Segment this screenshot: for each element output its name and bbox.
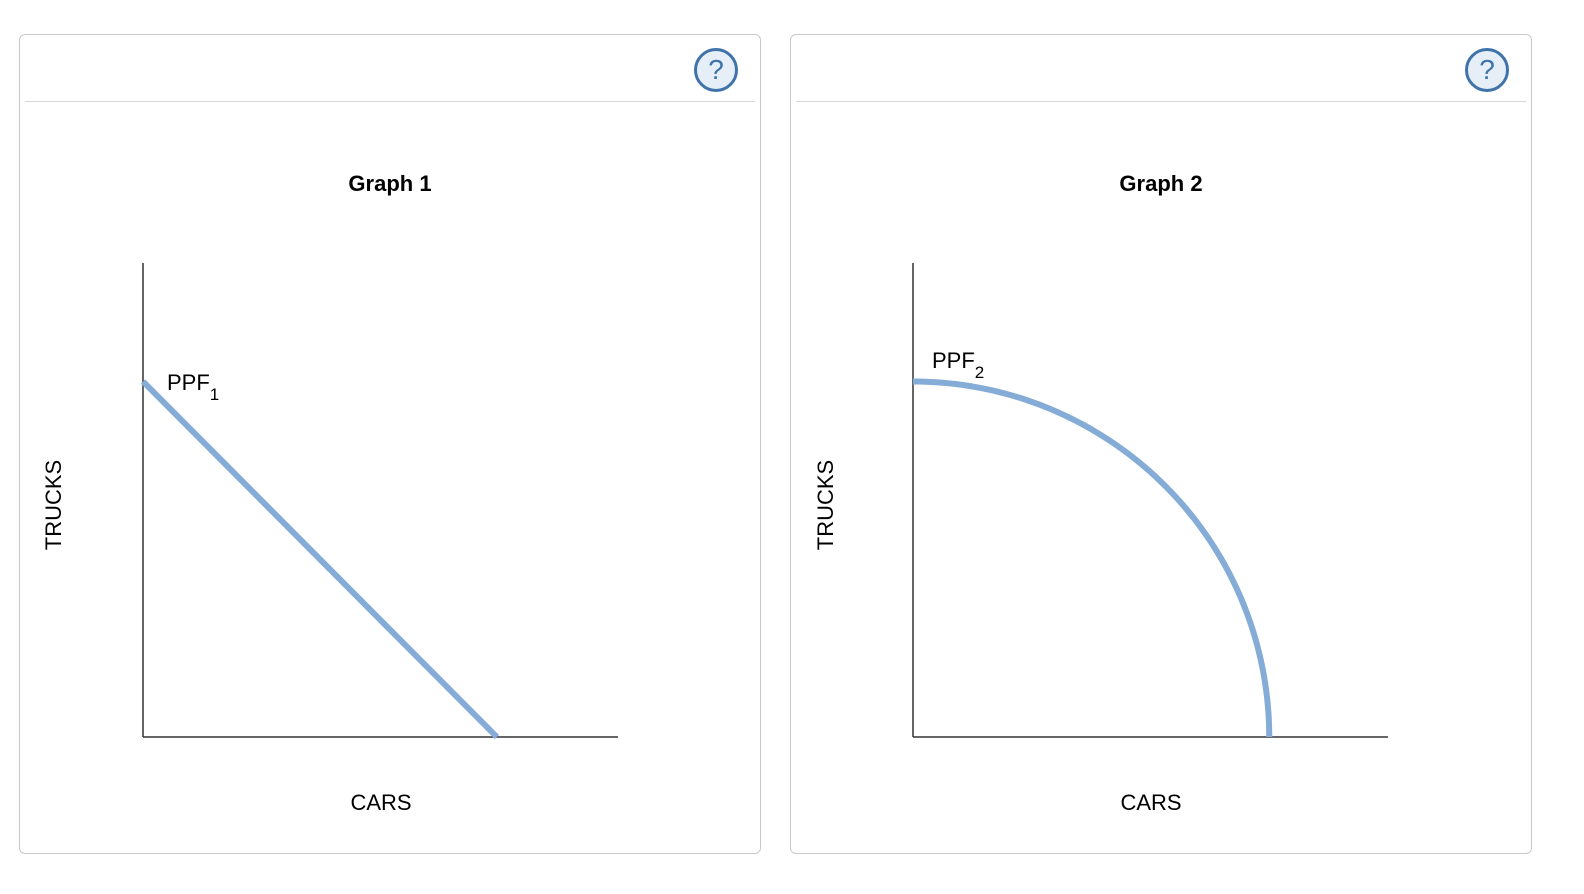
ppf-2-label: PPF2 — [932, 348, 984, 382]
help-icon[interactable]: ? — [1465, 48, 1509, 92]
x-axis-label: CARS — [350, 790, 411, 815]
chart-title: Graph 1 — [348, 171, 431, 196]
ppf-2-label-text: PPF — [932, 348, 975, 373]
chart-2: Graph 2 PPF2 CARS TRUCKS — [813, 171, 1388, 815]
ppf-2-curve — [912, 378, 1273, 738]
graph-panel-1: ? Graph 1 PPF1 CARS TRUCKS — [19, 34, 761, 854]
ppf-2-label-subscript: 2 — [975, 363, 984, 382]
ppf-1-label-subscript: 1 — [210, 385, 219, 404]
help-glyph: ? — [708, 54, 724, 85]
help-icon[interactable]: ? — [694, 48, 738, 92]
panel-header: ? — [796, 35, 1526, 102]
ppf-1-curve — [140, 379, 500, 740]
y-axis-label: TRUCKS — [813, 460, 838, 550]
help-glyph: ? — [1479, 54, 1495, 85]
panel-header: ? — [25, 35, 755, 102]
graph-panel-2: ? Graph 2 PPF2 CARS TRUCKS — [790, 34, 1532, 854]
x-axis-label: CARS — [1120, 790, 1181, 815]
ppf-1-label-text: PPF — [167, 370, 210, 395]
chart-1: Graph 1 PPF1 CARS TRUCKS — [41, 171, 618, 815]
ppf-1-label: PPF1 — [167, 370, 219, 404]
chart-title: Graph 2 — [1119, 171, 1202, 196]
y-axis-label: TRUCKS — [41, 460, 66, 550]
